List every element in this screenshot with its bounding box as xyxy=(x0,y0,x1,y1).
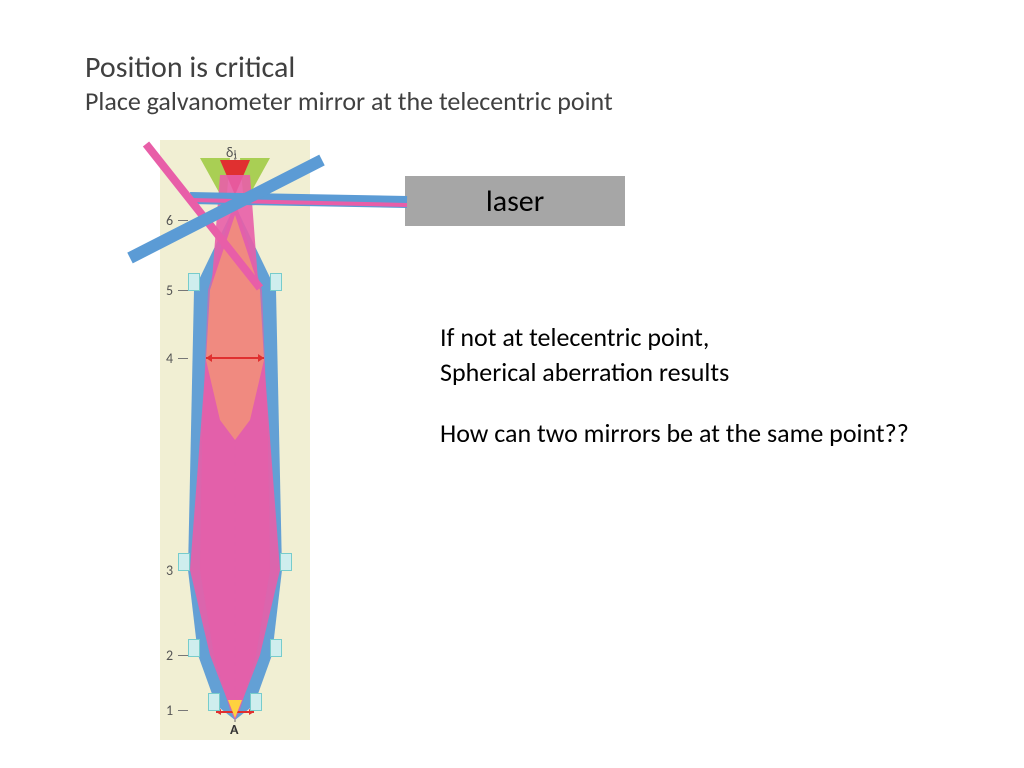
scale-tick xyxy=(178,710,188,711)
lens-element xyxy=(178,553,190,571)
scale-tick xyxy=(178,655,188,656)
lens-element xyxy=(250,693,262,711)
delta-label: δ₁ xyxy=(226,144,237,161)
lens-element xyxy=(280,553,292,571)
scale-label: 5 xyxy=(166,282,173,299)
scale-label: 6 xyxy=(166,212,173,229)
diagram-svg xyxy=(160,140,310,740)
lens-element xyxy=(208,693,220,711)
scale-tick xyxy=(178,290,188,291)
laser-box: laser xyxy=(405,176,625,226)
optical-diagram-panel: δ₁ A 6 5 4 3 2 1 xyxy=(160,140,310,740)
lens-element xyxy=(270,639,282,657)
page-title: Position is critical xyxy=(85,50,613,86)
title-block: Position is critical Place galvanometer … xyxy=(85,50,613,117)
scale-label: 4 xyxy=(166,350,173,367)
laser-label: laser xyxy=(486,183,544,220)
body-line-1: If not at telecentric point, xyxy=(440,321,709,353)
body-line-2: Spherical aberration results xyxy=(440,356,729,388)
lens-element xyxy=(270,273,282,291)
scale-label: 1 xyxy=(166,702,173,719)
lens-element xyxy=(188,639,200,657)
body-text: If not at telecentric point, Spherical a… xyxy=(440,320,940,477)
body-paragraph-2: How can two mirrors be at the same point… xyxy=(440,416,940,451)
lens-element xyxy=(188,273,200,291)
scale-tick xyxy=(178,358,188,359)
scale-label: 2 xyxy=(166,647,173,664)
scale-tick xyxy=(178,220,188,221)
page-subtitle: Place galvanometer mirror at the telecen… xyxy=(85,86,613,117)
a-label: A xyxy=(230,721,238,738)
body-paragraph-1: If not at telecentric point, Spherical a… xyxy=(440,320,940,390)
scale-label: 3 xyxy=(166,562,173,579)
